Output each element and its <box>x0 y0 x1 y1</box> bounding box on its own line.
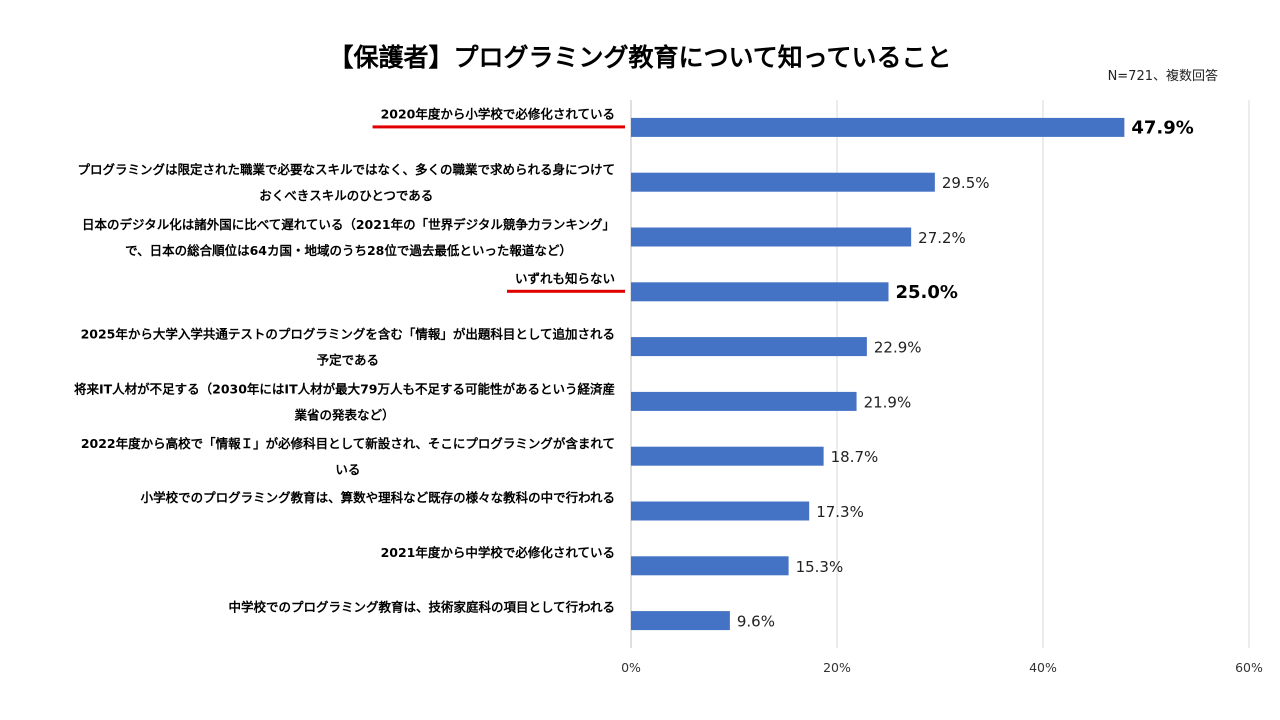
bar <box>631 117 1125 137</box>
highlight-underline <box>372 125 625 129</box>
data-label: 25.0% <box>896 282 958 303</box>
x-tick-label: 0% <box>621 660 641 675</box>
category-label-line: 2025年から大学入学共通テストのプログラミングを含む「情報」が出題科目として追… <box>81 327 615 342</box>
category-label-line: いずれも知らない <box>515 271 615 286</box>
bar <box>631 501 810 521</box>
data-label: 29.5% <box>942 174 990 192</box>
data-label: 21.9% <box>864 393 912 411</box>
category-label-line: 業省の発表など） <box>293 407 394 422</box>
category-label: いずれも知らない <box>515 271 615 286</box>
category-label: 将来IT人材が不足する（2030年にはIT人材が最大79万人も不足する可能性があ… <box>74 381 615 422</box>
category-label-line: 日本のデジタル化は諸外国に比べて遅れている（2021年の「世界デジタル競争力ラン… <box>82 217 615 232</box>
bar <box>631 611 730 631</box>
highlight-underline <box>506 289 625 293</box>
x-tick-label: 40% <box>1029 660 1057 675</box>
bar <box>631 282 889 302</box>
data-label: 47.9% <box>1131 117 1193 138</box>
data-label: 27.2% <box>918 229 966 247</box>
bar <box>631 446 824 466</box>
chart-title: 【保護者】プログラミング教育について知っていること <box>328 43 952 72</box>
bar <box>631 337 867 357</box>
category-label: 2021年度から中学校で必修化されている <box>381 545 615 560</box>
category-label: 日本のデジタル化は諸外国に比べて遅れている（2021年の「世界デジタル競争力ラン… <box>82 217 615 258</box>
category-label-line: 2022年度から高校で「情報Ｉ」が必修科目として新設され、そこにプログラミングが… <box>81 436 615 451</box>
category-label-line: 2021年度から中学校で必修化されている <box>381 545 615 560</box>
category-label: プログラミングは限定された職業で必要なスキルではなく、多くの職業で求められる身に… <box>77 162 615 203</box>
category-label-line: 将来IT人材が不足する（2030年にはIT人材が最大79万人も不足する可能性があ… <box>74 381 615 396</box>
x-tick-label: 60% <box>1235 660 1263 675</box>
category-label: 小学校でのプログラミング教育は、算数や理科など既存の様々な教科の中で行われる <box>140 490 615 505</box>
category-label-line: 小学校でのプログラミング教育は、算数や理科など既存の様々な教科の中で行われる <box>140 490 615 505</box>
category-label-line: 2020年度から小学校で必修化されている <box>381 106 615 121</box>
category-label-line: で、日本の総合順位は64カ国・地域のうち28位で過去最低といった報道など） <box>125 243 572 258</box>
category-label: 中学校でのプログラミング教育は、技術家庭科の項目として行われる <box>228 600 615 615</box>
category-label: 2022年度から高校で「情報Ｉ」が必修科目として新設され、そこにプログラミングが… <box>81 436 615 477</box>
bar <box>631 391 857 411</box>
data-label: 22.9% <box>874 339 922 357</box>
data-label: 17.3% <box>816 503 864 521</box>
category-label: 2020年度から小学校で必修化されている <box>381 106 615 121</box>
category-label-line: いる <box>335 462 360 477</box>
category-label-line: 中学校でのプログラミング教育は、技術家庭科の項目として行われる <box>228 600 615 615</box>
category-label-line: プログラミングは限定された職業で必要なスキルではなく、多くの職業で求められる身に… <box>77 162 615 177</box>
data-label: 15.3% <box>796 558 844 576</box>
bar <box>631 227 912 247</box>
bar <box>631 556 789 576</box>
bar <box>631 172 935 192</box>
category-label: 2025年から大学入学共通テストのプログラミングを含む「情報」が出題科目として追… <box>81 327 615 368</box>
data-label: 9.6% <box>737 613 775 631</box>
category-label-line: 予定である <box>317 353 379 368</box>
data-label: 18.7% <box>831 448 879 466</box>
sample-note: N=721、複数回答 <box>1107 69 1218 84</box>
category-label-line: おくべきスキルのひとつである <box>259 188 433 203</box>
x-tick-label: 20% <box>823 660 851 675</box>
